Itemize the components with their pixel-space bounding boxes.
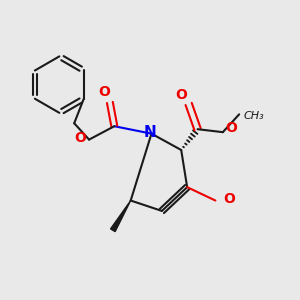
Polygon shape bbox=[111, 200, 131, 232]
Text: O: O bbox=[225, 121, 237, 135]
Text: N: N bbox=[144, 125, 157, 140]
Text: O: O bbox=[74, 131, 86, 145]
Text: O: O bbox=[175, 88, 187, 102]
Text: O: O bbox=[98, 85, 110, 100]
Text: O: O bbox=[223, 192, 235, 206]
Text: CH₃: CH₃ bbox=[244, 111, 264, 121]
